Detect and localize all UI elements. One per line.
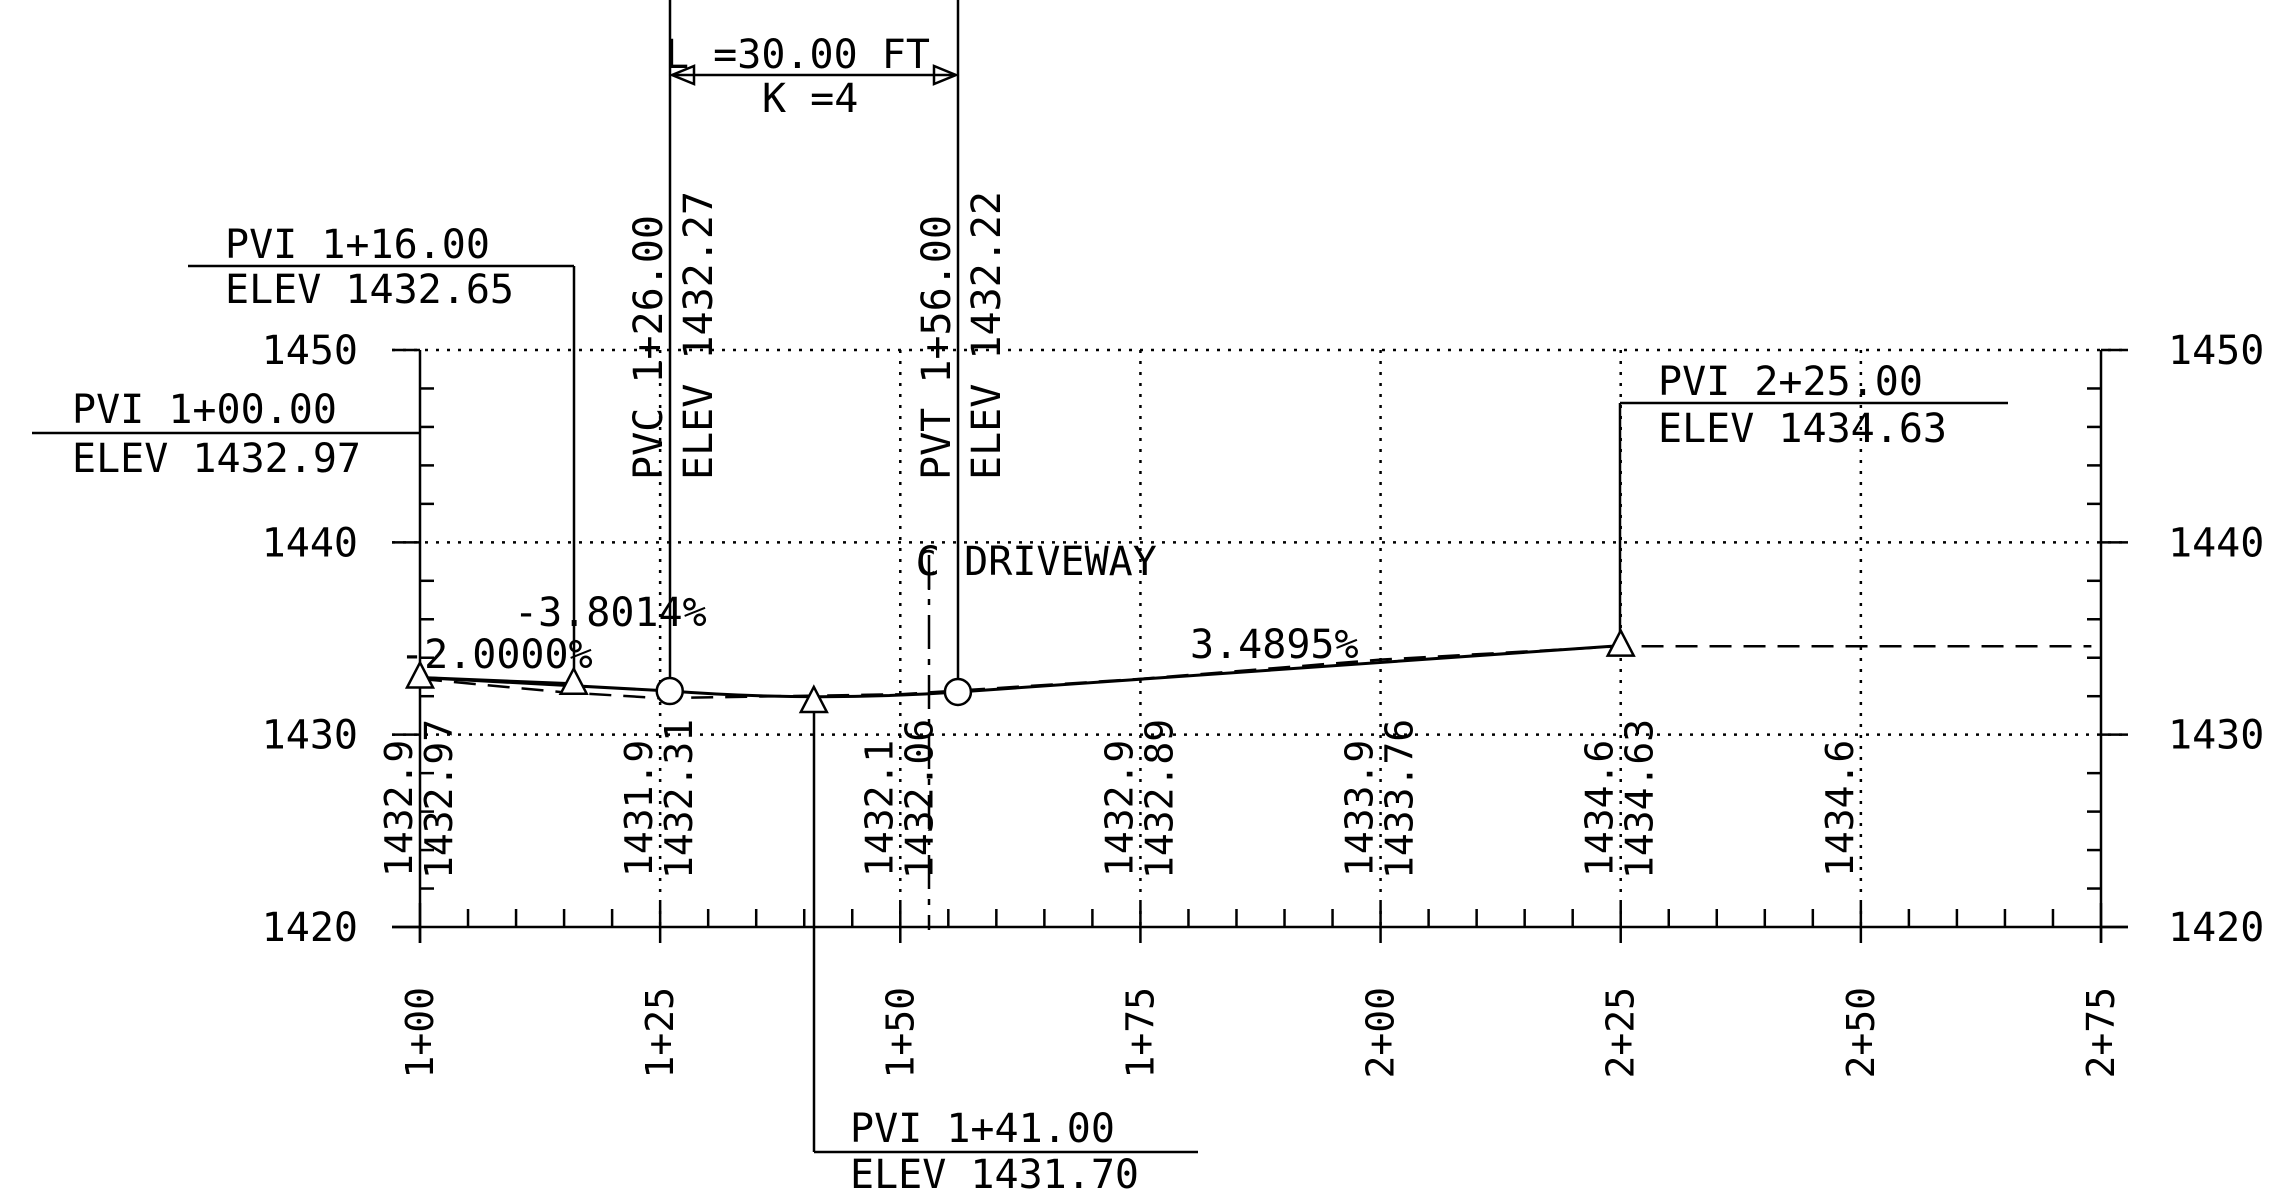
x-tick-label: 2+75 [2079,987,2123,1079]
pvi-triangle-icon [558,665,589,695]
x-tick-label: 1+75 [1118,987,1162,1079]
y-tick-label-left: 1450 [262,328,358,374]
existing-elevation-label: 1432.1 [857,740,901,877]
right-arrow-icon [932,64,960,86]
centerline-symbol-icon: C [916,544,936,584]
x-tick-label: 1+00 [398,987,442,1079]
pvi-2-25-label: PVI 2+25.00 ELEV 1434.63 [1618,359,2008,640]
pvi-elev-label: ELEV 1432.97 [72,436,361,482]
y-tick-label-right: 1450 [2168,328,2264,374]
x-tick-label: 1+25 [638,987,682,1079]
pvi-station-label: PVI 1+41.00 [850,1106,1115,1152]
pvi-station-label: PVI 1+16.00 [225,222,490,268]
left-arrow-icon [668,64,696,86]
y-tick-label-right: 1430 [2168,713,2264,759]
pvc-station-label: PVC 1+26.00 [626,215,672,480]
pvi-elev-label: ELEV 1432.65 [225,267,514,313]
curve-length-label: L =30.00 FT [665,32,930,78]
k-value-label: K =4 [762,76,858,122]
grade-label-1: -2.0000% [400,632,593,678]
axis-layer: 1420 1420 1430 1430 1440 1440 1450 1450 1+00 1+25… [262,328,2265,1079]
curve-point-circle-icon [655,676,684,706]
pvi-elev-label: ELEV 1431.70 [850,1152,1139,1198]
grade-label-2: -3.8014% [514,590,707,636]
existing-elevation-label: 1431.9 [617,740,661,877]
pvi-1-00-label: PVI 1+00.00 ELEV 1432.97 [32,387,420,482]
pvi-station-label: PVI 1+00.00 [72,387,337,433]
existing-elevation-label: 1434.6 [1578,740,1622,877]
pvt-station-label: PVT 1+56.00 [914,215,960,480]
x-tick-label: 2+25 [1599,987,1643,1079]
proposed-elevation-label: 1432.97 [417,719,461,879]
pvt-elev-label: ELEV 1432.22 [964,191,1010,480]
pvi-1-41-label: PVI 1+41.00 ELEV 1431.70 [812,705,1198,1198]
driveway-centerline: C C DRIVEWAY [916,539,1157,930]
proposed-elevation-label: 1432.06 [897,719,941,879]
y-tick-label-right: 1440 [2168,520,2264,566]
proposed-elevation-label: 1432.31 [657,719,701,879]
pvc-elev-label: ELEV 1432.27 [676,191,722,480]
y-tick-label-left: 1440 [262,520,358,566]
pvc-label-group: PVC 1+26.00 ELEV 1432.27 [626,191,722,480]
pvi-station-label: PVI 2+25.00 [1658,359,1923,405]
proposed-elevation-label: 1433.76 [1378,719,1422,879]
pvi-triangle-icon [1605,627,1636,657]
existing-elevation-label: 1434.6 [1818,740,1862,877]
pvi-triangle-icon [798,684,829,714]
x-tick-label: 1+50 [878,987,922,1079]
y-tick-label-left: 1420 [262,905,358,951]
pvi-elev-label: ELEV 1434.63 [1658,406,1947,452]
proposed-profile-segment [419,676,574,686]
grade-label-3: 3.4895% [1190,622,1359,668]
proposed-elevation-label: 1434.63 [1618,719,1662,879]
pvt-label-group: PVT 1+56.00 ELEV 1432.22 [914,191,1010,480]
curve-point-circle-icon [943,677,973,707]
x-tick-label: 2+00 [1359,987,1403,1079]
pvi-1-16-label: PVI 1+16.00 ELEV 1432.65 [188,222,576,672]
marker-layer [404,627,1636,714]
vertical-curve-dimension: L =30.00 FT K =4 [665,0,960,688]
proposed-elevation-label: 1432.89 [1137,719,1181,879]
y-tick-label-right: 1420 [2168,905,2264,951]
existing-elevation-label: 1432.9 [1097,740,1141,877]
existing-elevation-label: 1433.9 [1338,740,1382,877]
proposed-profile-line [419,644,1621,699]
existing-elevation-label: 1432.9 [377,740,421,877]
centerline-label: C DRIVEWAY [916,539,1157,585]
pvi-triangle-icon [404,659,436,689]
y-tick-label-left: 1430 [262,713,358,759]
x-tick-label: 2+50 [1839,987,1883,1079]
